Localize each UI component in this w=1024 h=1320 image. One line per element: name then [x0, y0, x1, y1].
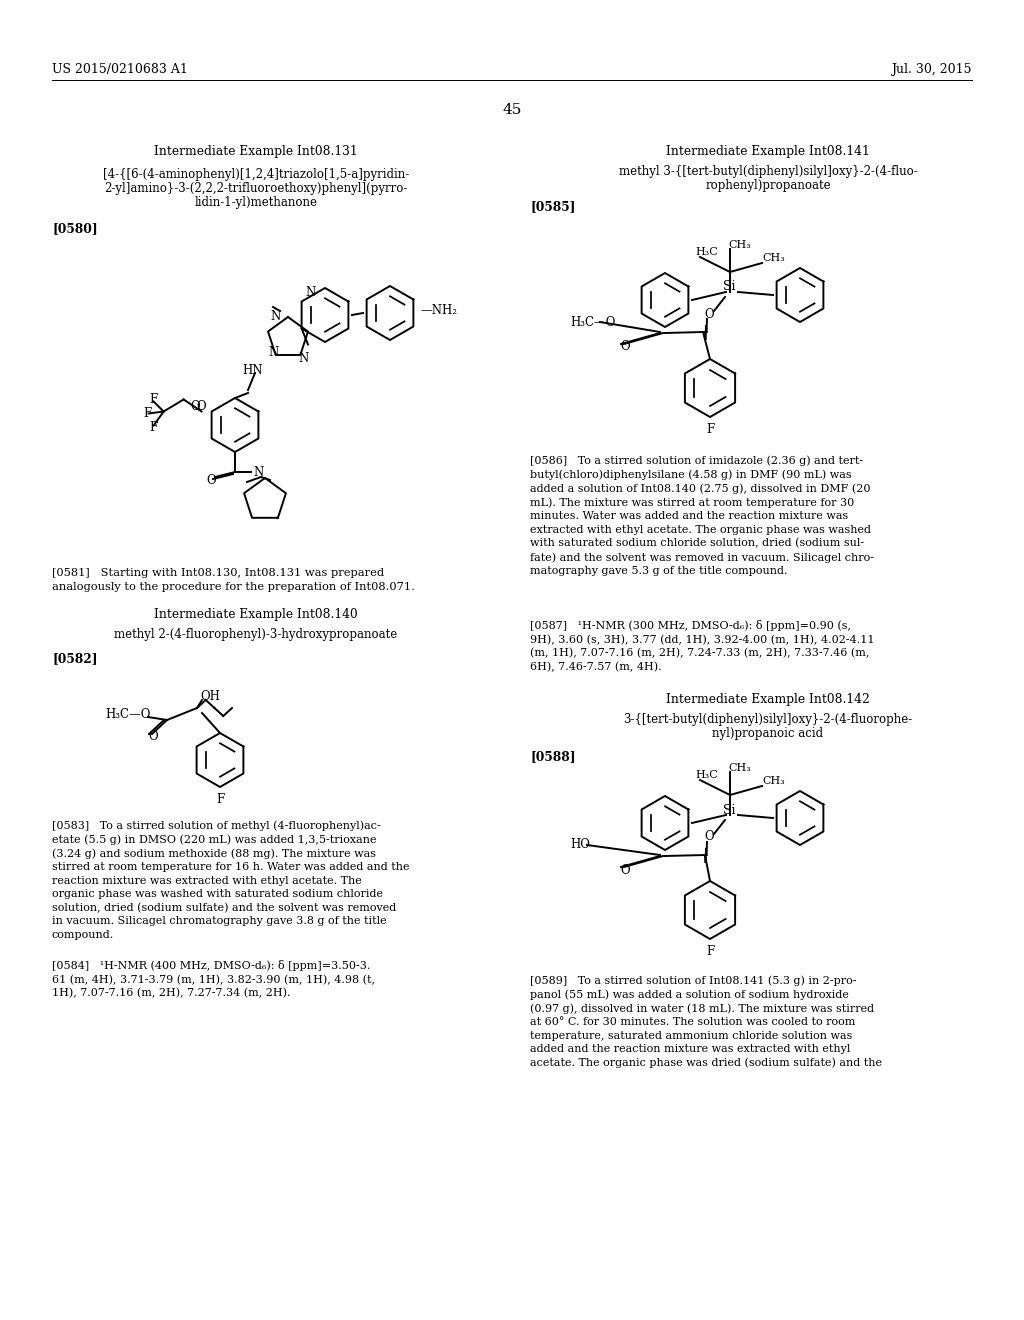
Text: O: O: [148, 730, 158, 742]
Text: [0584]   ¹H-NMR (400 MHz, DMSO-d₆): δ [ppm]=3.50-3.
61 (m, 4H), 3.71-3.79 (m, 1H: [0584] ¹H-NMR (400 MHz, DMSO-d₆): δ [ppm…: [52, 960, 375, 999]
Text: N: N: [268, 346, 279, 359]
Text: lidin-1-yl)methanone: lidin-1-yl)methanone: [195, 195, 317, 209]
Text: nyl)propanoic acid: nyl)propanoic acid: [713, 727, 823, 741]
Text: [0585]: [0585]: [530, 201, 575, 213]
Text: 3-{[tert-butyl(diphenyl)silyl]oxy}-2-(4-fluorophe-: 3-{[tert-butyl(diphenyl)silyl]oxy}-2-(4-…: [624, 713, 912, 726]
Text: [4-{[6-(4-aminophenyl)[1,2,4]triazolo[1,5-a]pyridin-: [4-{[6-(4-aminophenyl)[1,2,4]triazolo[1,…: [102, 168, 410, 181]
Text: [0586]   To a stirred solution of imidazole (2.36 g) and tert-
butyl(chloro)diph: [0586] To a stirred solution of imidazol…: [530, 455, 874, 576]
Text: O: O: [620, 863, 630, 876]
Text: OH: OH: [200, 690, 220, 704]
Text: F: F: [216, 793, 224, 807]
Text: N: N: [253, 466, 263, 479]
Text: H₃C—O: H₃C—O: [570, 315, 615, 329]
Text: F: F: [143, 407, 152, 420]
Text: US 2015/0210683 A1: US 2015/0210683 A1: [52, 63, 187, 77]
Text: CH₃: CH₃: [728, 240, 751, 249]
Text: O: O: [196, 400, 206, 413]
Text: F: F: [150, 393, 158, 407]
Text: O: O: [705, 830, 714, 843]
Text: H₃C: H₃C: [695, 247, 718, 257]
Text: HO: HO: [570, 838, 590, 851]
Text: methyl 3-{[tert-butyl(diphenyl)silyl]oxy}-2-(4-fluo-: methyl 3-{[tert-butyl(diphenyl)silyl]oxy…: [618, 165, 918, 178]
Text: [0583]   To a stirred solution of methyl (4-fluorophenyl)ac-
etate (5.5 g) in DM: [0583] To a stirred solution of methyl (…: [52, 820, 410, 940]
Text: N: N: [305, 285, 315, 298]
Text: 2-yl]amino}-3-(2,2,2-trifluoroethoxy)phenyl](pyrro-: 2-yl]amino}-3-(2,2,2-trifluoroethoxy)phe…: [104, 182, 408, 195]
Text: F: F: [706, 945, 714, 958]
Text: Intermediate Example Int08.140: Intermediate Example Int08.140: [155, 609, 357, 620]
Text: O: O: [206, 474, 216, 487]
Text: O: O: [620, 341, 630, 354]
Text: F: F: [706, 422, 714, 436]
Text: H₃C: H₃C: [695, 770, 718, 780]
Text: [0580]: [0580]: [52, 222, 97, 235]
Text: H₃C—O: H₃C—O: [105, 708, 151, 721]
Text: CH₃: CH₃: [762, 776, 784, 785]
Text: rophenyl)propanoate: rophenyl)propanoate: [706, 180, 830, 191]
Text: CH₃: CH₃: [728, 763, 751, 774]
Text: Intermediate Example Int08.131: Intermediate Example Int08.131: [155, 145, 357, 158]
Text: —NH₂: —NH₂: [420, 304, 457, 317]
Text: [0589]   To a stirred solution of Int08.141 (5.3 g) in 2-pro-
panol (55 mL) was : [0589] To a stirred solution of Int08.14…: [530, 975, 882, 1068]
Text: N: N: [298, 351, 308, 364]
Text: Si: Si: [723, 804, 735, 817]
Text: methyl 2-(4-fluorophenyl)-3-hydroxypropanoate: methyl 2-(4-fluorophenyl)-3-hydroxypropa…: [115, 628, 397, 642]
Text: Jul. 30, 2015: Jul. 30, 2015: [892, 63, 972, 77]
Text: analogously to the procedure for the preparation of Int08.071.: analogously to the procedure for the pre…: [52, 582, 415, 591]
Text: Intermediate Example Int08.142: Intermediate Example Int08.142: [666, 693, 870, 706]
Text: N: N: [270, 310, 281, 323]
Text: [0581]   Starting with Int08.130, Int08.131 was prepared: [0581] Starting with Int08.130, Int08.13…: [52, 568, 384, 578]
Text: [0582]: [0582]: [52, 652, 97, 665]
Text: HN: HN: [242, 363, 262, 376]
Text: O: O: [705, 308, 714, 321]
Text: Intermediate Example Int08.141: Intermediate Example Int08.141: [667, 145, 869, 158]
Text: [0587]   ¹H-NMR (300 MHz, DMSO-d₆): δ [ppm]=0.90 (s,
9H), 3.60 (s, 3H), 3.77 (dd: [0587] ¹H-NMR (300 MHz, DMSO-d₆): δ [ppm…: [530, 620, 874, 673]
Text: O: O: [190, 400, 200, 413]
Text: CH₃: CH₃: [762, 253, 784, 263]
Text: 45: 45: [503, 103, 521, 117]
Text: [0588]: [0588]: [530, 750, 575, 763]
Text: F: F: [150, 421, 158, 434]
Text: Si: Si: [723, 281, 735, 293]
